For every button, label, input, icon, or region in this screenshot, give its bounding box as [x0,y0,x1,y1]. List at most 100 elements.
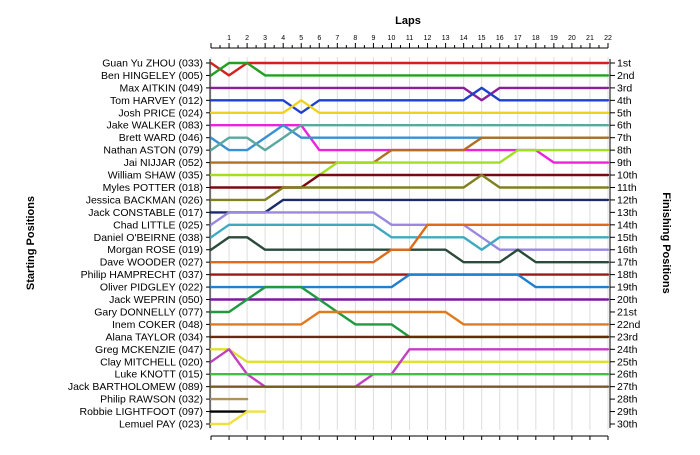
finishing-position-label: 25th [617,356,638,368]
driver-label: Josh PRICE (024) [118,107,203,119]
finishing-position-label: 27th [617,381,638,393]
finishing-position-label: 3rd [617,82,632,94]
finishing-position-label: 13th [617,207,638,219]
grid [206,43,615,440]
driver-label: Clay MITCHELL (020) [100,356,203,368]
lap-tick-label: 3 [263,35,267,42]
driver-label: Alana TAYLOR (034) [106,331,203,343]
lap-tick-label: 5 [299,35,303,42]
finishing-position-label: 17th [617,257,638,269]
driver-label: Philip HAMPRECHT (037) [81,269,203,281]
lap-tick-label: 20 [568,35,576,42]
lap-tick-label: 22 [604,35,612,42]
driver-label: Oliver PIDGLEY (022) [100,282,203,294]
finishing-position-label: 7th [617,132,632,144]
lap-tick-label: 7 [335,35,339,42]
lap-tick-label: 15 [478,35,486,42]
driver-position-line [209,136,610,164]
driver-label: Max AITKIN (049) [120,82,203,94]
driver-position-line [209,211,610,251]
driver-label: Nathan ASTON (079) [103,145,203,157]
driver-label: Jake WALKER (083) [107,120,203,132]
lap-tick-label: 2 [245,35,249,42]
finishing-position-label: 28th [617,394,638,406]
driver-label: Jack CONSTABLE (017) [88,207,203,219]
driver-label: Daniel O'BEIRNE (038) [94,232,203,244]
finishing-position-label: 21st [617,306,637,318]
lap-tick-label: 1 [227,35,231,42]
driver-position-line [209,223,610,264]
driver-position-line [209,86,610,115]
finishing-position-label: 23rd [617,331,638,343]
driver-position-line [209,148,610,177]
driver-position-line [209,123,610,152]
finishing-position-label: 24th [617,344,638,356]
driver-label: Ben HINGELEY (005) [101,70,203,82]
driver-label: Inem COKER (048) [112,319,203,331]
driver-label: Myles POTTER (018) [103,182,203,194]
finishing-position-label: 6th [617,120,632,132]
driver-label: Greg MCKENZIE (047) [95,344,203,356]
driver-position-line [209,99,610,115]
driver-label: Dave WOODER (027) [100,257,203,269]
finishing-position-label: 18th [617,269,638,281]
lap-tick-label: 6 [317,35,321,42]
finishing-position-label: 16th [617,244,638,256]
driver-label: Chad LITTLE (025) [113,219,203,231]
driver-position-line [209,173,610,202]
driver-position-line [209,198,610,214]
finishing-position-label: 22nd [617,319,641,331]
finishing-position-label: 29th [617,406,638,418]
driver-position-line [209,348,610,363]
driver-label: Guan Yu ZHOU (033) [102,58,203,70]
finishing-position-label: 8th [617,145,632,157]
left-axis-title: Starting Positions [25,196,37,290]
finishing-position-label: 4th [617,95,632,107]
driver-label: Philip RAWSON (032) [100,394,203,406]
finishing-position-label: 9th [617,157,632,169]
driver-label: Jack BARTHOLOMEW (089) [68,381,203,393]
finishing-position-label: 15th [617,232,638,244]
driver-label: Jack WEPRIN (050) [109,294,203,306]
finishing-position-label: 1st [617,58,631,70]
driver-label: Lemuel PAY (023) [119,419,203,431]
lap-tick-label: 8 [353,35,357,42]
lap-tick-label: 17 [514,35,522,42]
finishing-position-label: 11th [617,182,637,194]
driver-position-line [209,310,610,326]
labels: 1 2 3 4 5 6 7 8 9 10 11 12 13 14 15 16 17 18 19 20 21 22Guan … [68,35,641,431]
right-axis-title: Finishing Positions [660,192,672,293]
lap-tick-label: 18 [532,35,540,42]
driver-label: Brett WARD (046) [119,132,203,144]
lap-tick-label: 10 [388,35,396,42]
driver-label: Luke KNOTT (015) [114,369,203,381]
lap-tick-label: 11 [406,35,413,42]
driver-position-line [209,61,610,77]
lap-tick-label: 13 [442,35,450,42]
driver-label: William SHAW (035) [108,170,203,182]
finishing-position-label: 19th [617,282,638,294]
driver-label: Jessica BACKMAN (026) [86,194,203,206]
driver-position-line [209,86,610,102]
finishing-position-label: 12th [617,194,638,206]
driver-label: Morgan ROSE (019) [107,244,203,256]
finishing-position-label: 2nd [617,70,635,82]
driver-position-line [209,410,267,426]
driver-position-line [209,61,610,77]
lap-tick-label: 12 [424,35,432,42]
finishing-position-label: 5th [617,107,632,119]
lap-tick-label: 4 [281,35,285,42]
driver-label: Tom HARVEY (012) [110,95,203,107]
lap-tick-label: 19 [550,35,558,42]
lap-tick-label: 9 [371,35,375,42]
finishing-position-label: 20th [617,294,638,306]
driver-label: Robbie LIGHTFOOT (097) [79,406,203,418]
lap-tick-label: 14 [460,35,468,42]
finishing-position-label: 26th [617,369,638,381]
lap-tick-label: 16 [496,35,504,42]
finishing-position-label: 30th [617,419,638,431]
lap-tick-label: 21 [586,35,594,42]
driver-label: Jai NIJJAR (052) [124,157,203,169]
